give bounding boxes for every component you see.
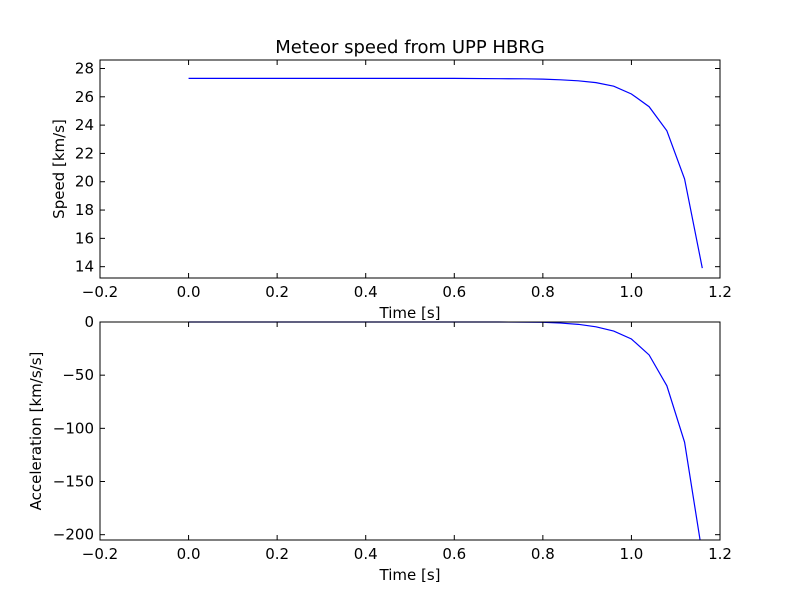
speed-plot-y-tick-label: 20 [75, 173, 94, 191]
speed-plot-y-tick-label: 22 [75, 144, 94, 162]
acceleration-plot-x-tick-label: 0.8 [531, 545, 555, 563]
acceleration-plot-y-tick-label: −50 [62, 366, 94, 384]
speed-plot-x-tick-label: −0.2 [82, 283, 118, 301]
speed-plot-x-tick-label: 1.2 [708, 283, 732, 301]
speed-plot-y-axis-label: Speed [km/s] [50, 119, 68, 219]
speed-plot-y-tick-label: 14 [75, 258, 94, 276]
acceleration-plot-y-axis-label: Acceleration [km/s/s] [27, 352, 45, 511]
speed-plot: Meteor speed from UPP HBRG Time [s] Spee… [50, 37, 732, 322]
acceleration-plot-x-tick-label: 0.4 [354, 545, 378, 563]
speed-plot-axes-frame [99, 59, 721, 279]
speed-plot-y-tick-label: 16 [75, 229, 94, 247]
speed-plot-y-tick-label: 26 [75, 88, 94, 106]
acceleration-plot-y-tick-label: −200 [53, 526, 94, 544]
speed-plot-title: Meteor speed from UPP HBRG [275, 37, 545, 58]
acceleration-plot-x-tick-label: 0.2 [265, 545, 289, 563]
speed-plot-x-tick-label: 0.4 [354, 283, 378, 301]
acceleration-plot: Time [s] Acceleration [km/s/s] −0.2 0.0 0.… [27, 313, 732, 584]
speed-plot-x-tick-label: 0.6 [442, 283, 466, 301]
speed-plot-y-tick-label: 28 [75, 59, 94, 77]
speed-plot-x-tick-label: 0.0 [177, 283, 201, 301]
acceleration-plot-y-tick-label: −100 [53, 419, 94, 437]
acceleration-plot-axes-frame [99, 321, 721, 541]
speed-plot-x-tick-label: 0.8 [531, 283, 555, 301]
acceleration-plot-y-tick-label: 0 [84, 313, 94, 331]
speed-plot-x-tick-label: 0.2 [265, 283, 289, 301]
speed-plot-x-tick-label: 1.0 [619, 283, 643, 301]
acceleration-plot-y-tick-label: −150 [53, 473, 94, 491]
acceleration-plot-x-tick-label: −0.2 [82, 545, 118, 563]
speed-plot-x-axis-label: Time [s] [379, 304, 441, 322]
acceleration-plot-x-tick-label: 1.0 [619, 545, 643, 563]
acceleration-plot-x-axis-label: Time [s] [379, 566, 441, 584]
acceleration-plot-x-tick-label: 0.6 [442, 545, 466, 563]
speed-plot-series-line [188, 77, 703, 269]
speed-plot-y-tick-label: 18 [75, 201, 94, 219]
acceleration-plot-x-tick-label: 1.2 [708, 545, 732, 563]
acceleration-plot-x-tick-label: 0.0 [177, 545, 201, 563]
speed-plot-y-tick-label: 24 [75, 116, 94, 134]
